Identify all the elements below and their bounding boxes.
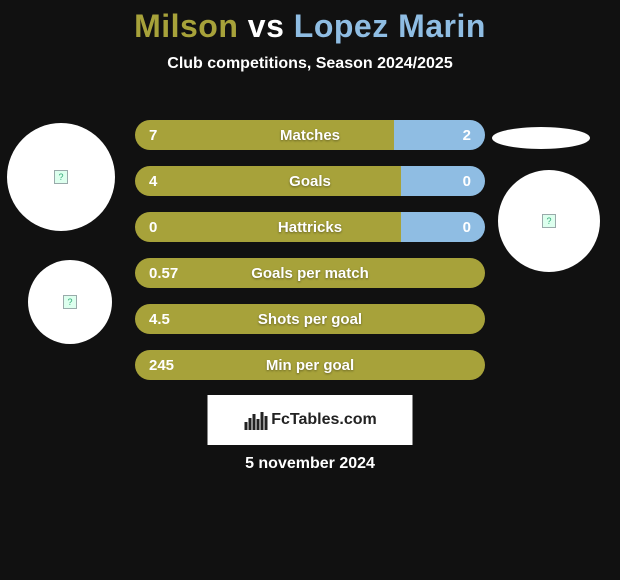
brand-badge: FcTables.com xyxy=(208,395,413,445)
player1-avatar: ? xyxy=(7,123,115,231)
stat-left-bar: 245 xyxy=(135,350,485,380)
player2-name: Lopez Marin xyxy=(294,8,486,44)
stat-left-bar: 4 xyxy=(135,166,401,196)
stat-row: 40Goals xyxy=(135,166,485,196)
stat-left-bar: 0 xyxy=(135,212,401,242)
image-placeholder-icon: ? xyxy=(63,295,77,309)
stat-left-value: 0.57 xyxy=(149,265,178,282)
stat-row: 4.5Shots per goal xyxy=(135,304,485,334)
stat-left-value: 245 xyxy=(149,357,174,374)
stat-left-value: 0 xyxy=(149,219,157,236)
vs-text: vs xyxy=(248,8,285,44)
stat-left-bar: 7 xyxy=(135,120,394,150)
image-placeholder-icon: ? xyxy=(54,170,68,184)
subtitle: Club competitions, Season 2024/2025 xyxy=(0,55,620,73)
stat-left-bar: 0.57 xyxy=(135,258,485,288)
player2-shadow-ellipse xyxy=(492,127,590,149)
stats-chart: 72Matches40Goals00Hattricks0.57Goals per… xyxy=(135,120,485,396)
player1-club-avatar: ? xyxy=(28,260,112,344)
stat-right-value: 0 xyxy=(463,173,471,190)
stat-right-bar: 2 xyxy=(394,120,485,150)
comparison-title: Milson vs Lopez Marin xyxy=(0,0,620,45)
stat-row: 72Matches xyxy=(135,120,485,150)
brand-bars-icon xyxy=(243,410,267,430)
stat-right-value: 2 xyxy=(463,127,471,144)
stat-left-value: 4.5 xyxy=(149,311,170,328)
stat-right-value: 0 xyxy=(463,219,471,236)
stat-left-value: 7 xyxy=(149,127,157,144)
stat-row: 0.57Goals per match xyxy=(135,258,485,288)
footer-date: 5 november 2024 xyxy=(0,455,620,473)
stat-left-value: 4 xyxy=(149,173,157,190)
player1-name: Milson xyxy=(134,8,238,44)
stat-right-bar: 0 xyxy=(401,212,485,242)
image-placeholder-icon: ? xyxy=(542,214,556,228)
stat-right-bar: 0 xyxy=(401,166,485,196)
stat-row: 245Min per goal xyxy=(135,350,485,380)
brand-text: FcTables.com xyxy=(271,411,377,429)
stat-left-bar: 4.5 xyxy=(135,304,485,334)
stat-row: 00Hattricks xyxy=(135,212,485,242)
player2-avatar: ? xyxy=(498,170,600,272)
